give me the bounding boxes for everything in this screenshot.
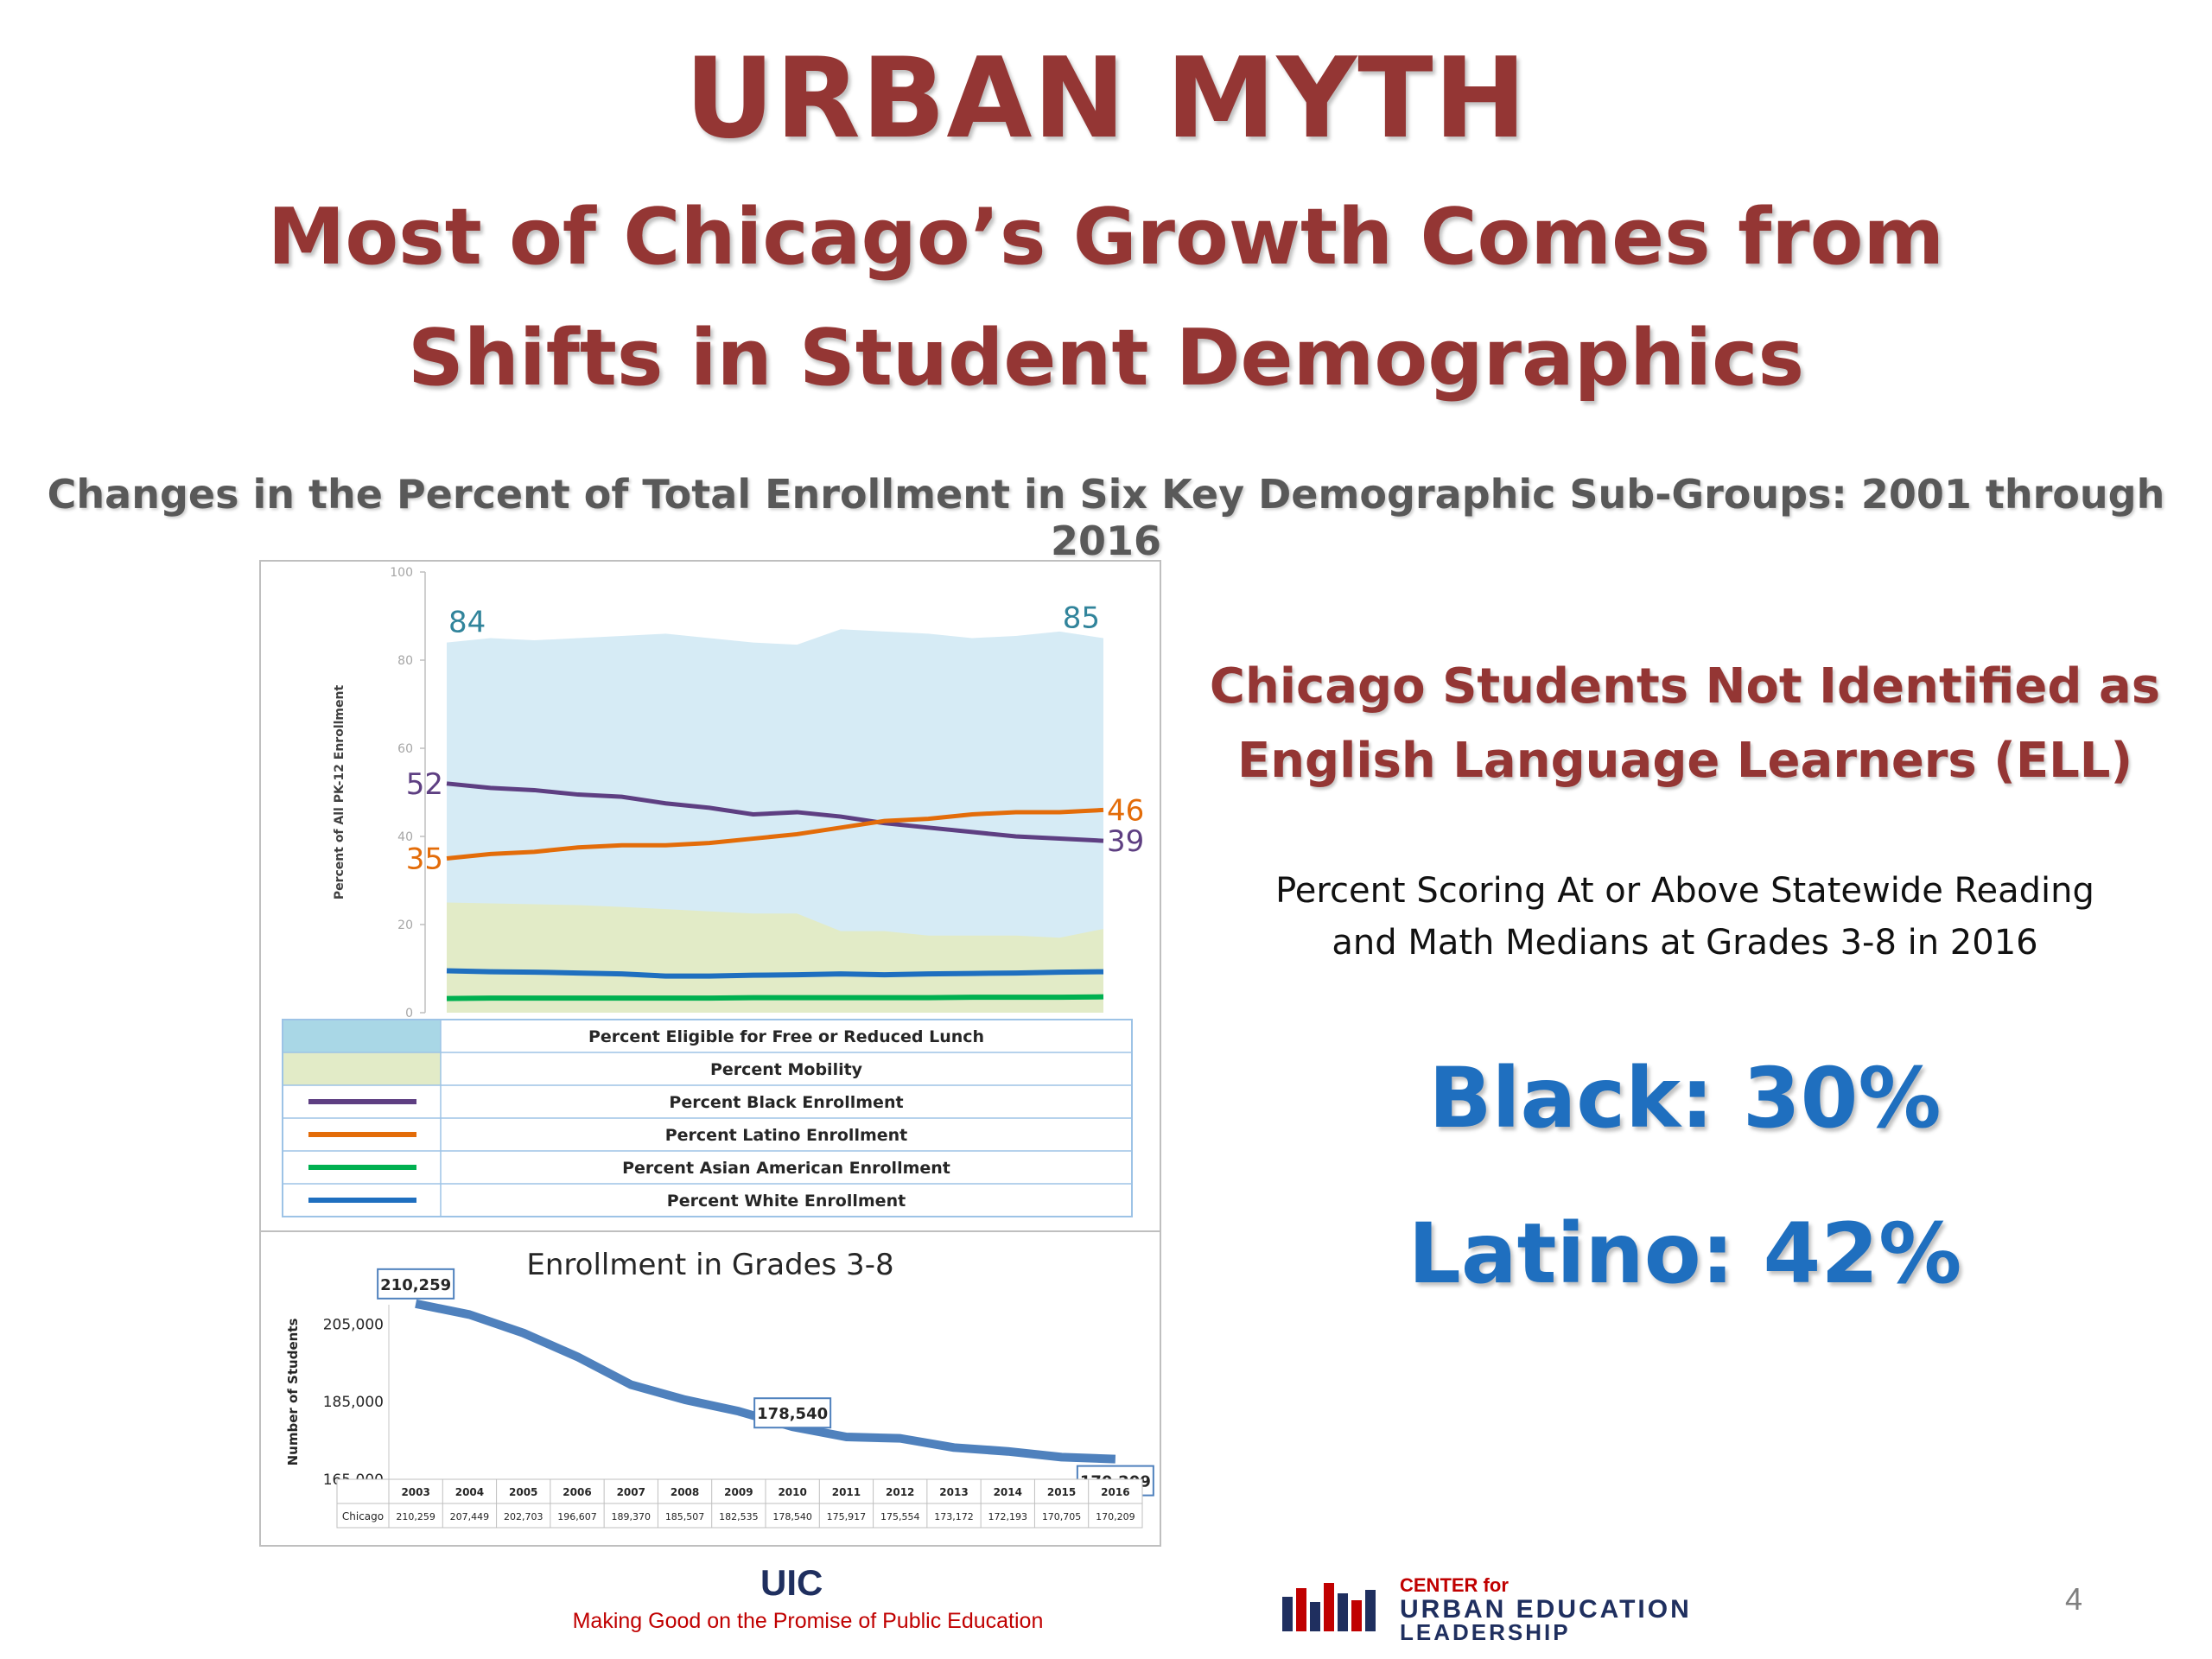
enrollment-x-tick-label: 2010: [778, 1486, 806, 1498]
charts-svg: 0 20 40 60 80 100 Percent of All PK-12 Enrollm…: [261, 566, 1160, 1529]
slide-subtitle-line-1: Most of Chicago’s Growth Comes from: [267, 192, 1945, 283]
enrollment-callout-label: 210,259: [380, 1276, 451, 1294]
area-chart-y-tick-label: 20: [397, 918, 413, 932]
enrollment-table-value: 207,449: [450, 1511, 490, 1522]
uic-logo: UIC: [760, 1562, 823, 1603]
enrollment-x-tick-label: 2007: [617, 1486, 645, 1498]
series-latino-line: [446, 807, 1104, 861]
legend-label: Percent Latino Enrollment: [665, 1126, 908, 1145]
slide-title: URBAN MYTH: [684, 35, 1528, 163]
enrollment-y-tick-label: 205,000: [323, 1316, 384, 1333]
uic-tagline: Making Good on the Promise of Public Edu…: [572, 1609, 1044, 1633]
area-chart-y-tick-label: 80: [397, 654, 413, 668]
series-black-line: [446, 781, 1104, 843]
area-chart-y-axis-label: Percent of All PK-12 Enrollment: [333, 685, 346, 900]
enrollment-table-value: 185,507: [665, 1511, 705, 1522]
legend-label: Percent Black Enrollment: [669, 1093, 903, 1112]
ell-title-line-1: Chicago Students Not Identified as: [1209, 658, 2161, 715]
enrollment-table-value: 175,917: [827, 1511, 867, 1522]
cuel-line-1: CENTER for: [1400, 1574, 1509, 1596]
legend-swatch-free-lunch: [283, 1020, 441, 1052]
enrollment-callout-label: 178,540: [757, 1405, 828, 1423]
enrollment-x-tick-label: 2016: [1101, 1486, 1129, 1498]
legend-label: Percent Mobility: [710, 1060, 863, 1079]
series-white-line: [446, 968, 1104, 979]
cuel-logo: CENTER for URBAN EDUCATION LEADERSHIP: [1279, 1574, 1849, 1643]
enrollment-x-tick-label: 2015: [1047, 1486, 1076, 1498]
area-chart-data-label: 52: [406, 767, 443, 802]
chart-heading: Changes in the Percent of Total Enrollme…: [47, 471, 2165, 564]
enrollment-table-value: 178,540: [772, 1511, 812, 1522]
enrollment-table-value: 210,259: [396, 1511, 435, 1522]
enrollment-x-tick-label: 2006: [563, 1486, 591, 1498]
area-chart-data-label: 35: [406, 842, 443, 877]
area-chart-y-tick-label: 100: [390, 566, 413, 580]
area-chart-y-tick-label: 0: [405, 1007, 413, 1020]
enrollment-series-line: [415, 1299, 1116, 1464]
enrollment-x-tick-label: 2012: [886, 1486, 914, 1498]
enrollment-x-tick-label: 2013: [939, 1486, 968, 1498]
legend-label: Percent White Enrollment: [667, 1192, 906, 1211]
legend-label: Percent Eligible for Free or Reduced Lun…: [588, 1027, 984, 1046]
ell-subtitle-line-2: and Math Medians at Grades 3-8 in 2016: [1332, 923, 2038, 963]
area-chart-data-label: 46: [1107, 793, 1144, 828]
cuel-line-2: URBAN EDUCATION: [1400, 1595, 1692, 1624]
page-number: 4: [2065, 1581, 2083, 1617]
ell-subtitle-line-1: Percent Scoring At or Above Statewide Re…: [1275, 871, 2094, 911]
enrollment-x-tick-label: 2005: [509, 1486, 537, 1498]
enrollment-table-value: 196,607: [557, 1511, 597, 1522]
area-chart-data-label: 39: [1107, 824, 1144, 859]
enrollment-callout-box: [753, 1397, 832, 1429]
enrollment-chart-title: Enrollment in Grades 3-8: [526, 1248, 893, 1282]
enrollment-y-tick-label: 185,000: [323, 1394, 384, 1411]
cuel-logo-icon: [1282, 1583, 1376, 1631]
enrollment-table-value: 175,554: [880, 1511, 920, 1522]
stat-latino: Latino: 42%: [1408, 1205, 1962, 1302]
enrollment-table-value: 189,370: [612, 1511, 652, 1522]
legend-label: Percent Asian American Enrollment: [622, 1159, 950, 1178]
enrollment-table-value: 172,193: [988, 1511, 1028, 1522]
area-chart-data-label: 85: [1063, 601, 1100, 636]
enrollment-x-tick-label: 2004: [455, 1486, 484, 1498]
enrollment-x-tick-label: 2003: [401, 1486, 429, 1498]
enrollment-x-tick-label: 2011: [832, 1486, 861, 1498]
enrollment-table-value: 170,209: [1096, 1511, 1135, 1522]
enrollment-x-tick-label: 2008: [671, 1486, 699, 1498]
enrollment-callout-box: [377, 1268, 455, 1300]
cuel-line-3: LEADERSHIP: [1400, 1619, 1571, 1645]
enrollment-x-tick-label: 2009: [724, 1486, 753, 1498]
series-asian-line: [446, 994, 1104, 1001]
enrollment-table-row-label: Chicago: [342, 1510, 384, 1522]
ell-title-line-2: English Language Learners (ELL): [1236, 733, 2133, 789]
stat-black: Black: 30%: [1428, 1050, 1942, 1147]
legend-swatch-mobility: [283, 1052, 441, 1085]
chart-panel: 0 20 40 60 80 100 Percent of All PK-12 Enrollm…: [259, 560, 1161, 1547]
enrollment-x-tick-label: 2014: [994, 1486, 1022, 1498]
enrollment-table-value: 170,705: [1042, 1511, 1082, 1522]
enrollment-y-axis-label: Number of Students: [285, 1319, 301, 1466]
area-chart-y-tick-label: 60: [397, 742, 413, 756]
enrollment-table-value: 173,172: [934, 1511, 974, 1522]
area-chart-data-label: 84: [448, 606, 486, 640]
enrollment-table-value: 202,703: [504, 1511, 543, 1522]
area-chart-y-tick-label: 40: [397, 830, 413, 844]
enrollment-table-value: 182,535: [719, 1511, 759, 1522]
series-mobility-area: [447, 902, 1103, 1013]
slide-subtitle-line-2: Shifts in Student Demographics: [407, 313, 1805, 404]
